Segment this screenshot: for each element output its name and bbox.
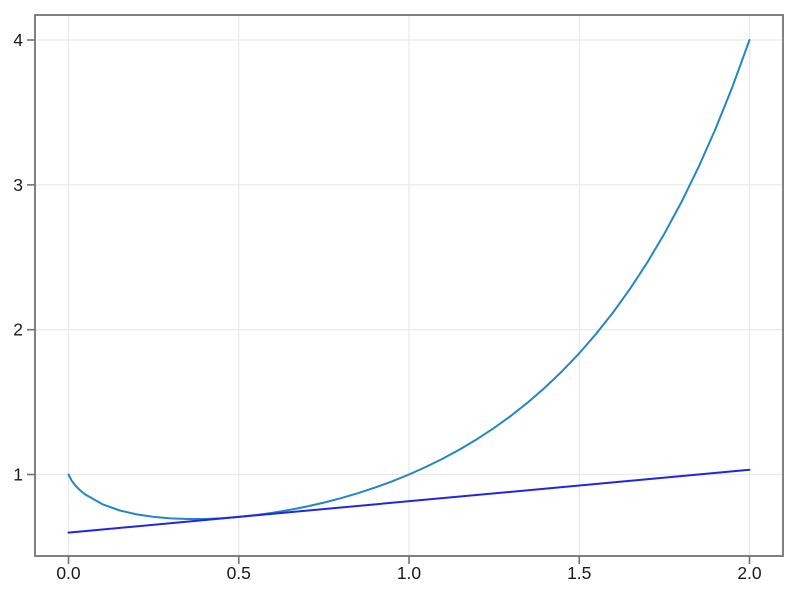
series-line-1 (67, 468, 751, 534)
y-tick-label: 2 (13, 320, 23, 340)
y-tick-label: 3 (13, 175, 23, 195)
x-tick-label: 1.0 (397, 563, 422, 583)
x-tick-label: 0.0 (56, 563, 81, 583)
x-tick-label: 2.0 (737, 563, 762, 583)
x-tick-label: 1.5 (567, 563, 591, 583)
series-line-0 (67, 39, 751, 521)
y-tick-label: 1 (13, 465, 23, 485)
y-tick-label: 4 (13, 30, 23, 50)
x-tick-label: 0.5 (227, 563, 251, 583)
